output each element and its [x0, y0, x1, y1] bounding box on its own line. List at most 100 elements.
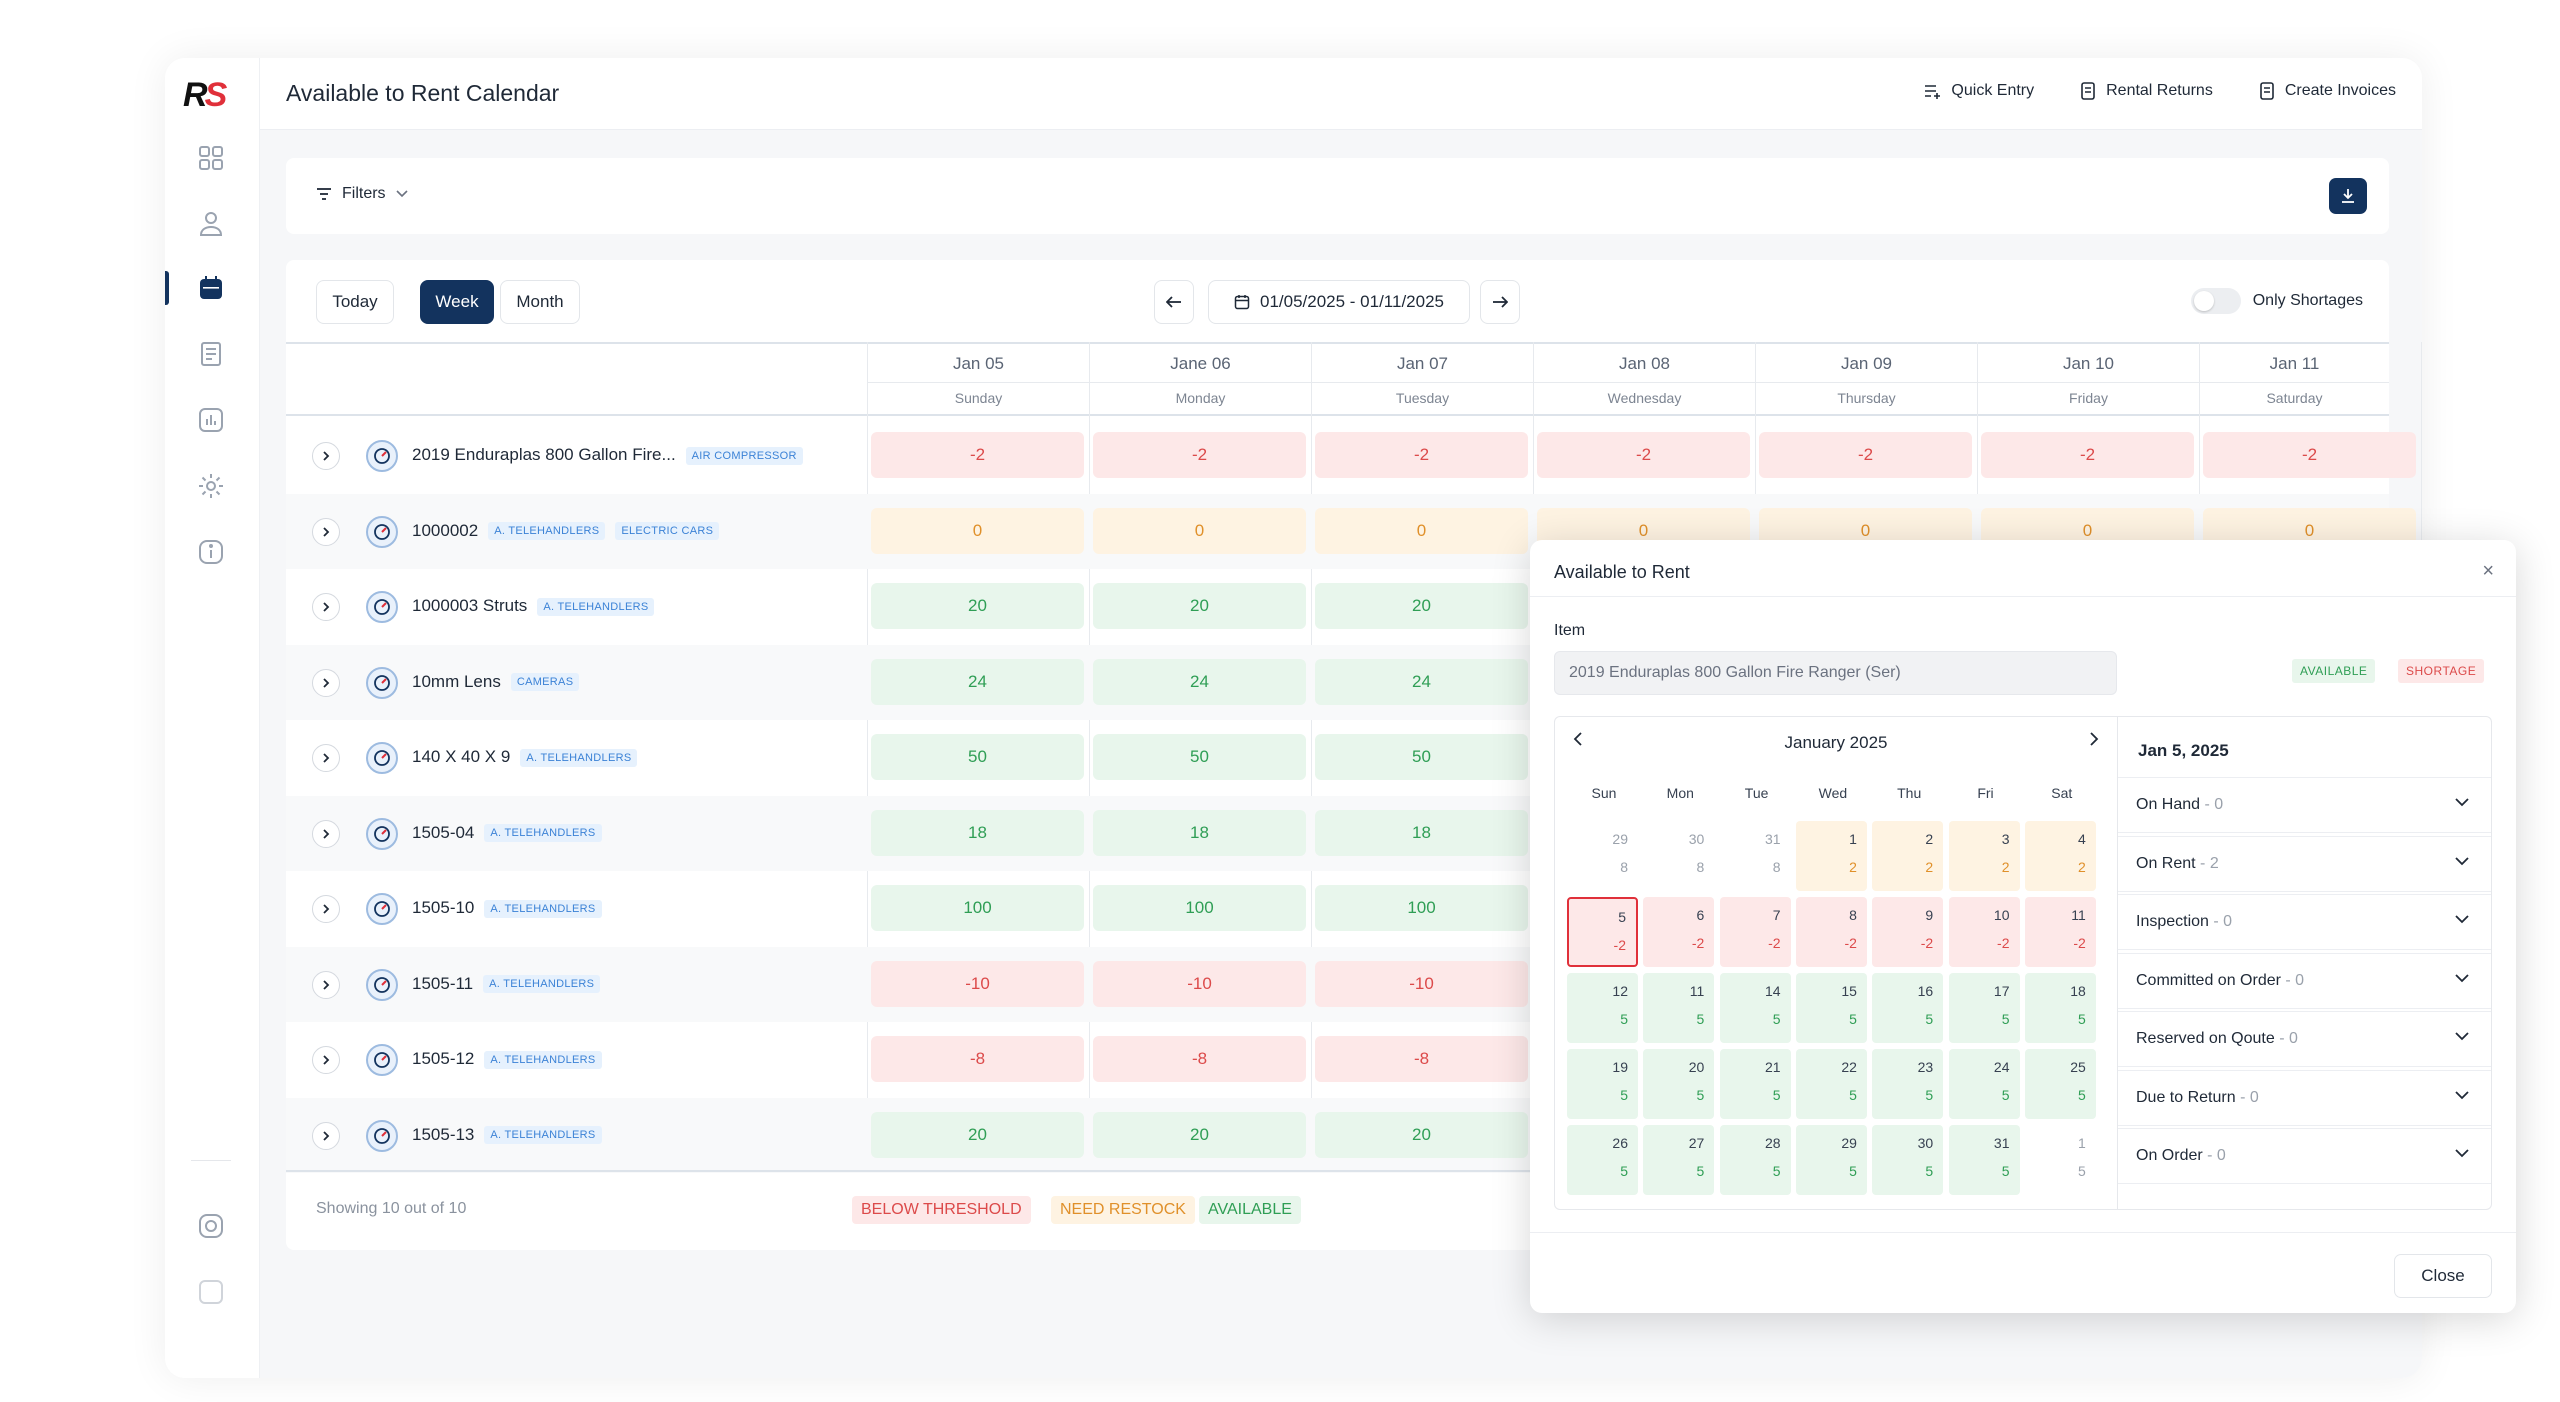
calendar-day[interactable]: 22 5 [1795, 1049, 1867, 1119]
calendar-day[interactable]: 18 5 [2024, 973, 2096, 1043]
quick-entry-button[interactable]: Quick Entry [1923, 82, 2034, 100]
create-invoices-button[interactable]: Create Invoices [2259, 82, 2396, 100]
availability-cell[interactable]: -2 [1315, 432, 1528, 478]
support-icon[interactable] [193, 1208, 229, 1244]
expand-row-button[interactable] [312, 593, 340, 621]
availability-cell[interactable]: 24 [1093, 658, 1306, 705]
table-row[interactable]: 2019 Enduraplas 800 Gallon Fire... AIR CO… [286, 418, 2416, 493]
chevron-down-icon[interactable] [2455, 1028, 2469, 1046]
close-icon[interactable]: × [2482, 560, 2494, 582]
calendar-day[interactable]: 11 -2 [2024, 897, 2096, 967]
availability-cell[interactable]: 20 [1093, 1111, 1306, 1158]
calendar-day[interactable]: 9 -2 [1872, 897, 1944, 967]
detail-row[interactable]: Inspection - 0 [2118, 894, 2491, 950]
prev-month-button[interactable] [1573, 731, 1583, 752]
availability-cell[interactable]: -2 [1981, 432, 2194, 478]
table-row[interactable]: 1000002 A. TELEHANDLERS ELECTRIC CARS 0 0 0 0 0… [286, 493, 2416, 569]
availability-cell[interactable]: -2 [1093, 432, 1306, 478]
availability-cell[interactable]: 20 [1315, 583, 1528, 629]
table-row[interactable]: 1505-12 A. TELEHANDLERS -8 -8 -8 [286, 1022, 2389, 1097]
item-field[interactable] [1554, 651, 2117, 695]
expand-row-button[interactable] [312, 668, 340, 697]
date-range-picker[interactable]: 01/05/2025 - 01/11/2025 [1208, 280, 1470, 324]
chevron-down-icon[interactable] [2455, 911, 2469, 929]
detail-row[interactable]: Committed on Order - 0 [2118, 952, 2491, 1009]
calendar-day[interactable]: 26 5 [1567, 1125, 1638, 1195]
calendar-day[interactable]: 17 5 [1948, 973, 2020, 1043]
calendar-day[interactable]: 23 5 [1872, 1049, 1944, 1119]
calendar-day[interactable]: 31 8 [1720, 821, 1791, 891]
next-week-button[interactable] [1480, 280, 1520, 324]
expand-row-button[interactable] [312, 517, 340, 546]
logo[interactable]: RS [183, 76, 227, 114]
calendar-day[interactable]: 21 5 [1719, 1049, 1791, 1119]
view-month-button[interactable]: Month [500, 280, 580, 324]
calendar-day[interactable]: 7 -2 [1719, 897, 1791, 967]
calendar-day[interactable]: 14 5 [1719, 973, 1791, 1043]
availability-cell[interactable]: 100 [871, 885, 1084, 931]
expand-row-button[interactable] [312, 1121, 340, 1150]
calendar-day[interactable]: 6 -2 [1643, 897, 1715, 967]
download-button[interactable] [2329, 178, 2367, 214]
only-shortages-toggle[interactable] [2190, 288, 2241, 314]
availability-cell[interactable]: 18 [1315, 809, 1528, 856]
calendar-day[interactable]: 29 5 [1795, 1125, 1867, 1195]
calendar-day[interactable]: 28 5 [1719, 1125, 1791, 1195]
chevron-down-icon[interactable] [2455, 1145, 2469, 1163]
expand-row-button[interactable] [312, 970, 340, 999]
detail-row[interactable]: On Rent - 2 [2118, 835, 2491, 892]
reports-icon[interactable] [193, 402, 229, 438]
availability-cell[interactable]: 50 [871, 734, 1084, 780]
calendar-day[interactable]: 29 8 [1567, 821, 1638, 891]
calendar-day[interactable]: 12 5 [1567, 973, 1638, 1043]
availability-cell[interactable]: 20 [871, 583, 1084, 629]
availability-cell[interactable]: 20 [1315, 1111, 1528, 1158]
availability-cell[interactable]: 50 [1315, 734, 1528, 780]
chevron-down-icon[interactable] [2455, 970, 2469, 988]
availability-cell[interactable]: -10 [871, 960, 1084, 1007]
availability-cell[interactable]: 50 [1093, 734, 1306, 780]
availability-cell[interactable]: 20 [871, 1111, 1084, 1158]
detail-row[interactable]: Reserved on Qoute - 0 [2118, 1011, 2491, 1067]
calendar-day[interactable]: 24 5 [1948, 1049, 2020, 1119]
settings-icon[interactable] [193, 468, 229, 504]
table-row[interactable]: 1505-10 A. TELEHANDLERS 100 100 100 [286, 871, 2389, 946]
dashboard-icon[interactable] [193, 140, 229, 176]
table-row[interactable]: 140 X 40 X 9 A. TELEHANDLERS 50 50 50 [286, 720, 2389, 795]
availability-cell[interactable]: -2 [2203, 432, 2416, 478]
calendar-day[interactable]: 30 5 [1872, 1125, 1944, 1195]
table-row[interactable]: 1000003 Struts A. TELEHANDLERS 20 20 20 [286, 569, 2389, 644]
menu-icon[interactable] [193, 1274, 229, 1310]
close-button[interactable]: Close [2394, 1254, 2492, 1298]
availability-cell[interactable]: -8 [871, 1036, 1084, 1082]
calendar-day[interactable]: 30 8 [1643, 821, 1714, 891]
availability-cell[interactable]: 100 [1315, 885, 1528, 931]
calendar-day[interactable]: 20 5 [1643, 1049, 1715, 1119]
expand-row-button[interactable] [312, 442, 340, 470]
detail-row[interactable]: On Order - 0 [2118, 1128, 2491, 1184]
calendar-day[interactable]: 10 -2 [1948, 897, 2020, 967]
availability-cell[interactable]: -8 [1093, 1036, 1306, 1082]
calendar-day[interactable]: 25 5 [2024, 1049, 2096, 1119]
availability-cell[interactable]: -10 [1093, 960, 1306, 1007]
calendar-day[interactable]: 16 5 [1872, 973, 1944, 1043]
availability-cell[interactable]: -2 [1759, 432, 1972, 478]
expand-row-button[interactable] [312, 819, 340, 848]
availability-cell[interactable]: 18 [871, 809, 1084, 856]
calendar-day[interactable]: 31 5 [1948, 1125, 2020, 1195]
availability-cell[interactable]: 24 [871, 658, 1084, 705]
view-week-button[interactable]: Week [420, 280, 494, 324]
availability-cell[interactable]: 20 [1093, 583, 1306, 629]
prev-week-button[interactable] [1154, 280, 1194, 324]
filters-button[interactable]: Filters [316, 185, 408, 203]
calendar-day[interactable]: 8 -2 [1795, 897, 1867, 967]
availability-cell[interactable]: 18 [1093, 809, 1306, 856]
info-icon[interactable] [193, 534, 229, 570]
expand-row-button[interactable] [312, 1046, 340, 1074]
availability-cell[interactable]: 24 [1315, 658, 1528, 705]
expand-row-button[interactable] [312, 744, 340, 772]
calendar-day[interactable]: 27 5 [1643, 1125, 1715, 1195]
